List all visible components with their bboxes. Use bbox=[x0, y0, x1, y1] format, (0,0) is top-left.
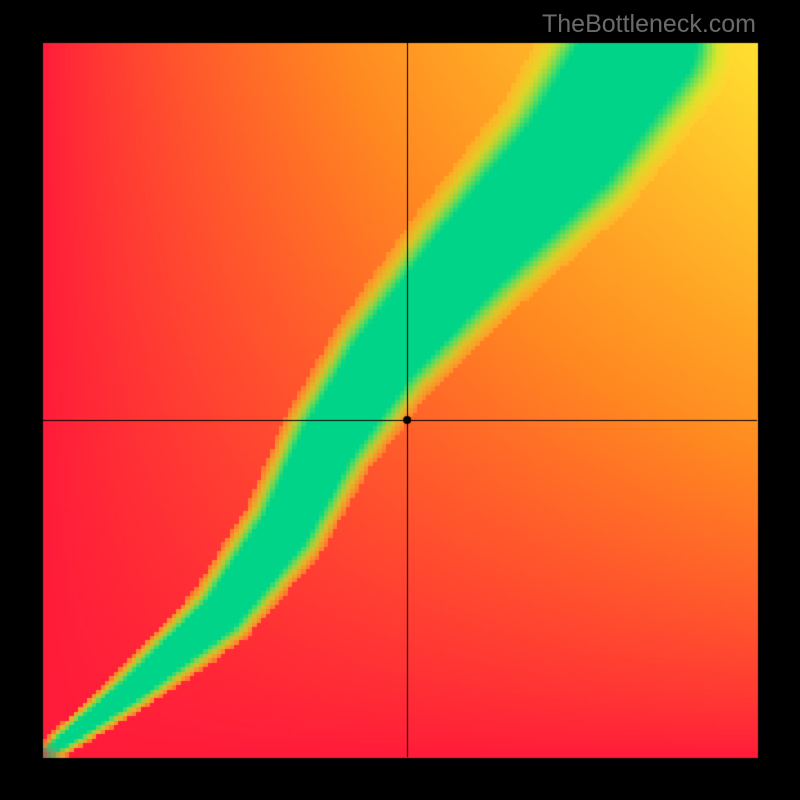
heatmap-plot bbox=[0, 0, 800, 800]
chart-container: { "canvas": { "width": 800, "height": 80… bbox=[0, 0, 800, 800]
watermark-text: TheBottleneck.com bbox=[542, 10, 756, 39]
